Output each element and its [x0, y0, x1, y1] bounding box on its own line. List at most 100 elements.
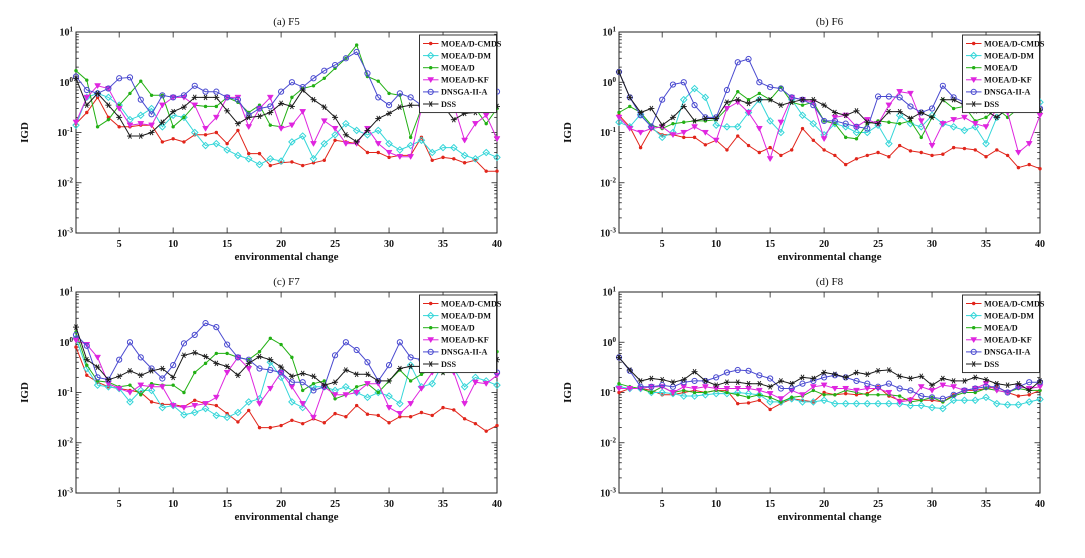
x-tick-label: 30 — [384, 239, 394, 250]
marker-open-diamond — [969, 51, 978, 60]
marker-asterisk — [126, 367, 133, 374]
marker-dot — [182, 115, 186, 120]
marker-open-diamond — [679, 392, 688, 400]
marker-triangle-down — [917, 384, 925, 391]
marker-asterisk — [616, 354, 622, 361]
marker-open-circle — [928, 105, 936, 112]
marker-dot — [768, 407, 772, 412]
marker-open-diamond — [212, 411, 221, 420]
y-tick-label: 10-1 — [57, 386, 73, 399]
marker-open-diamond — [72, 121, 80, 129]
chart-title: (c) F7 — [273, 276, 300, 288]
marker-open-circle — [788, 94, 795, 101]
marker-asterisk — [691, 368, 698, 375]
marker-open-circle — [353, 346, 360, 354]
marker-asterisk — [342, 367, 349, 373]
marker-open-diamond — [426, 51, 435, 60]
marker-open-diamond — [874, 399, 882, 408]
marker-dot — [430, 413, 434, 418]
marker-triangle-down — [493, 136, 501, 143]
marker-asterisk — [680, 103, 687, 110]
marker-dot — [865, 393, 869, 397]
marker-triangle-down — [809, 384, 817, 391]
marker-asterisk — [745, 380, 752, 387]
marker-dot — [843, 391, 848, 396]
marker-asterisk — [299, 87, 306, 93]
marker-dot — [225, 141, 229, 146]
marker-open-circle — [342, 339, 349, 346]
marker-asterisk — [310, 373, 317, 380]
marker-asterisk — [321, 104, 328, 110]
marker-asterisk — [842, 374, 849, 381]
marker-open-circle — [777, 385, 785, 392]
marker-open-circle — [224, 94, 231, 101]
marker-dot — [854, 137, 859, 141]
marker-open-diamond — [385, 139, 393, 148]
marker-open-circle — [970, 348, 977, 356]
marker-open-diamond — [809, 119, 818, 128]
marker-dot — [495, 169, 499, 173]
marker-triangle-down — [777, 119, 785, 126]
marker-asterisk — [245, 360, 252, 367]
marker-dot — [919, 398, 923, 402]
marker-triangle-down — [245, 124, 253, 131]
marker-dot — [290, 355, 294, 360]
marker-dot — [300, 388, 305, 393]
marker-open-circle — [245, 356, 252, 363]
marker-triangle-down — [970, 77, 978, 84]
marker-open-circle — [159, 375, 166, 382]
marker-asterisk — [950, 378, 957, 384]
marker-open-circle — [970, 88, 977, 96]
marker-dot — [214, 351, 219, 356]
marker-dot — [354, 43, 359, 47]
marker-asterisk — [159, 365, 166, 372]
marker-asterisk — [116, 114, 123, 121]
marker-triangle-down — [928, 387, 936, 394]
marker-open-circle — [756, 79, 763, 86]
marker-triangle-down — [723, 385, 731, 392]
marker-open-circle — [170, 362, 177, 369]
marker-dot — [95, 95, 100, 100]
marker-open-diamond — [223, 413, 231, 422]
marker-open-diamond — [190, 128, 199, 137]
marker-open-diamond — [223, 146, 231, 154]
marker-open-diamond — [493, 381, 501, 389]
marker-dot — [941, 152, 945, 156]
marker-asterisk — [386, 378, 393, 384]
marker-dot — [322, 379, 326, 383]
marker-open-diamond — [960, 396, 969, 405]
marker-dot — [247, 408, 251, 413]
y-tick-label: 10-3 — [57, 487, 73, 500]
legend-entry-label: DNSGA-II-A — [984, 88, 1030, 97]
y-tick-label: 10-2 — [57, 176, 73, 189]
marker-asterisk — [896, 108, 903, 115]
marker-triangle-down — [669, 132, 677, 139]
marker-triangle-down — [896, 399, 904, 406]
marker-open-circle — [170, 94, 177, 101]
marker-triangle-down — [202, 125, 209, 132]
marker-triangle-down — [885, 389, 893, 396]
marker-open-circle — [83, 86, 90, 94]
marker-open-diamond — [342, 119, 350, 128]
marker-dot — [725, 148, 729, 152]
series-line — [618, 386, 1041, 410]
marker-dot — [214, 130, 219, 135]
marker-open-circle — [191, 82, 198, 89]
x-tick-label: 25 — [873, 239, 883, 250]
legend: MOEA/D-CMDS MOEA/D-DM MOEA/D MOEA/D-KF DNSGA… — [419, 34, 502, 114]
marker-asterisk — [148, 367, 155, 374]
marker-triangle-down — [701, 129, 709, 136]
x-axis-label: environmental change — [778, 511, 882, 523]
series-MOEA/D-DM — [615, 382, 1044, 413]
marker-open-circle — [288, 379, 295, 386]
marker-dot — [106, 117, 111, 122]
marker-open-circle — [659, 96, 666, 103]
marker-asterisk — [756, 96, 763, 103]
marker-dot — [962, 146, 967, 151]
marker-open-circle — [874, 93, 882, 100]
marker-dot — [822, 148, 826, 152]
marker-triangle-down — [342, 141, 350, 147]
legend-entry-label: DSS — [441, 100, 456, 109]
marker-open-circle — [659, 382, 666, 389]
marker-open-diamond — [852, 128, 861, 137]
